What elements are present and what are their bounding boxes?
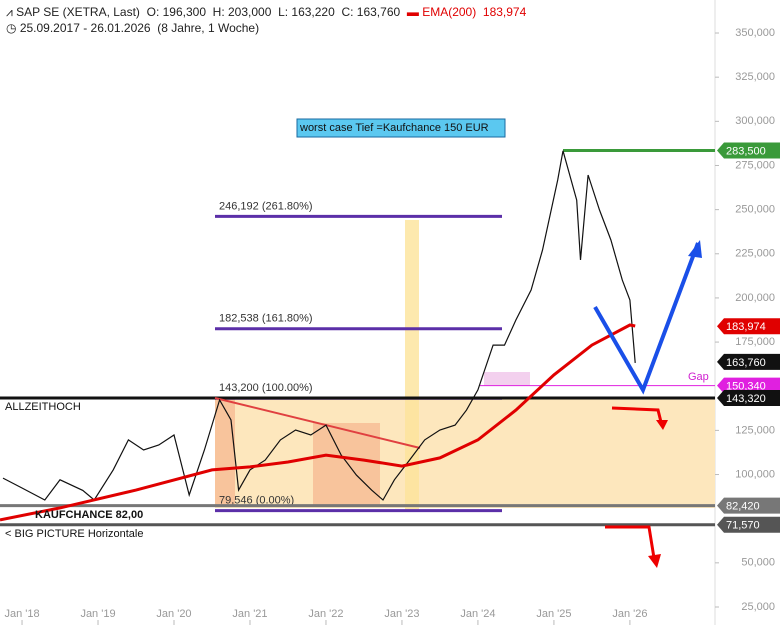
highlight-band <box>405 220 419 510</box>
fib-label: 79,546 (0.00%) <box>219 495 294 507</box>
price-tag <box>717 377 780 394</box>
price-tag <box>717 516 780 533</box>
ohlc: O: 196,300 <box>146 5 206 19</box>
annotation: Gap <box>688 371 709 383</box>
price-tag-label: 71,570 <box>726 520 760 532</box>
annotation: worst case Tief =Kaufchance 150 EUR <box>299 122 489 134</box>
annotation: KAUFCHANCE 82,00 <box>35 509 143 521</box>
scenario-arrow <box>593 242 700 395</box>
price-tag-label: 143,320 <box>726 393 766 405</box>
note-box <box>296 118 506 138</box>
price-line <box>2 150 636 501</box>
x-tick-label: Jan '18 <box>4 608 39 620</box>
annotation: ALLZEITHOCH <box>5 401 81 413</box>
fib-label: 182,538 (161.80%) <box>219 313 313 325</box>
range-zone <box>215 398 715 508</box>
box <box>215 398 235 506</box>
ohlc: H: 203,000 <box>212 5 272 19</box>
y-tick-label: 50,000 <box>741 557 775 569</box>
x-tick-label: Jan '19 <box>80 608 115 620</box>
down-arrow <box>605 525 656 559</box>
arrowhead <box>656 420 668 430</box>
y-tick-label: 100,000 <box>735 468 775 480</box>
price-tag <box>717 318 780 335</box>
y-tick-label: 325,000 <box>735 71 775 83</box>
price-tag <box>717 497 780 514</box>
price-tag <box>717 353 780 370</box>
price-tag <box>717 390 780 407</box>
y-tick-label: 350,000 <box>735 27 775 39</box>
price-tag-label: 150,340 <box>726 381 766 393</box>
symbol: SAP SE (XETRA, Last) <box>16 5 140 19</box>
price-tag-label: 82,420 <box>726 500 760 512</box>
range: 25.09.2017 - 26.01.2026 <box>19 21 151 35</box>
x-tick-label: Jan '20 <box>156 608 191 620</box>
period: (8 Jahre, 1 Woche) <box>157 21 260 35</box>
ema-line <box>0 323 636 522</box>
price-tag-label: 283,500 <box>726 145 766 157</box>
x-tick-label: Jan '23 <box>384 608 419 620</box>
gap-box <box>484 372 530 386</box>
x-tick-label: Jan '22 <box>308 608 343 620</box>
y-tick-label: 200,000 <box>735 292 775 304</box>
range-line: ◷ 25.09.2017 - 26.01.2026 (8 Jahre, 1 Wo… <box>6 21 260 35</box>
ohlc: C: 163,760 <box>341 5 401 19</box>
x-tick-label: Jan '24 <box>460 608 495 620</box>
arrowhead <box>648 554 661 568</box>
box <box>313 423 380 506</box>
ema-value: 183,974 <box>482 5 527 19</box>
fib-label: 143,200 (100.00%) <box>219 382 313 394</box>
price-tag-label: 163,760 <box>726 357 766 369</box>
ohlc: L: 163,220 <box>278 5 335 19</box>
y-tick-label: 225,000 <box>735 248 775 260</box>
header-line: ⩘ SAP SE (XETRA, Last) O: 196,300 H: 203… <box>6 5 527 19</box>
y-tick-label: 175,000 <box>735 336 775 348</box>
x-tick-label: Jan '21 <box>232 608 267 620</box>
ema-name: EMA(200) <box>422 5 477 19</box>
y-tick-label: 300,000 <box>735 115 775 127</box>
x-tick-label: Jan '26 <box>612 608 647 620</box>
down-arrow <box>611 406 663 423</box>
fib-label: 246,192 (261.80%) <box>219 200 313 212</box>
y-tick-label: 275,000 <box>735 159 775 171</box>
trendline <box>214 397 421 449</box>
y-tick-label: 250,000 <box>735 204 775 216</box>
x-tick-label: Jan '25 <box>536 608 571 620</box>
price-tag-label: 183,974 <box>726 321 766 333</box>
annotation: < BIG PICTURE Horizontale <box>5 528 143 540</box>
arrowhead <box>688 240 702 258</box>
y-tick-label: 25,000 <box>741 601 775 613</box>
price-tag <box>717 142 780 159</box>
y-tick-label: 125,000 <box>735 424 775 436</box>
